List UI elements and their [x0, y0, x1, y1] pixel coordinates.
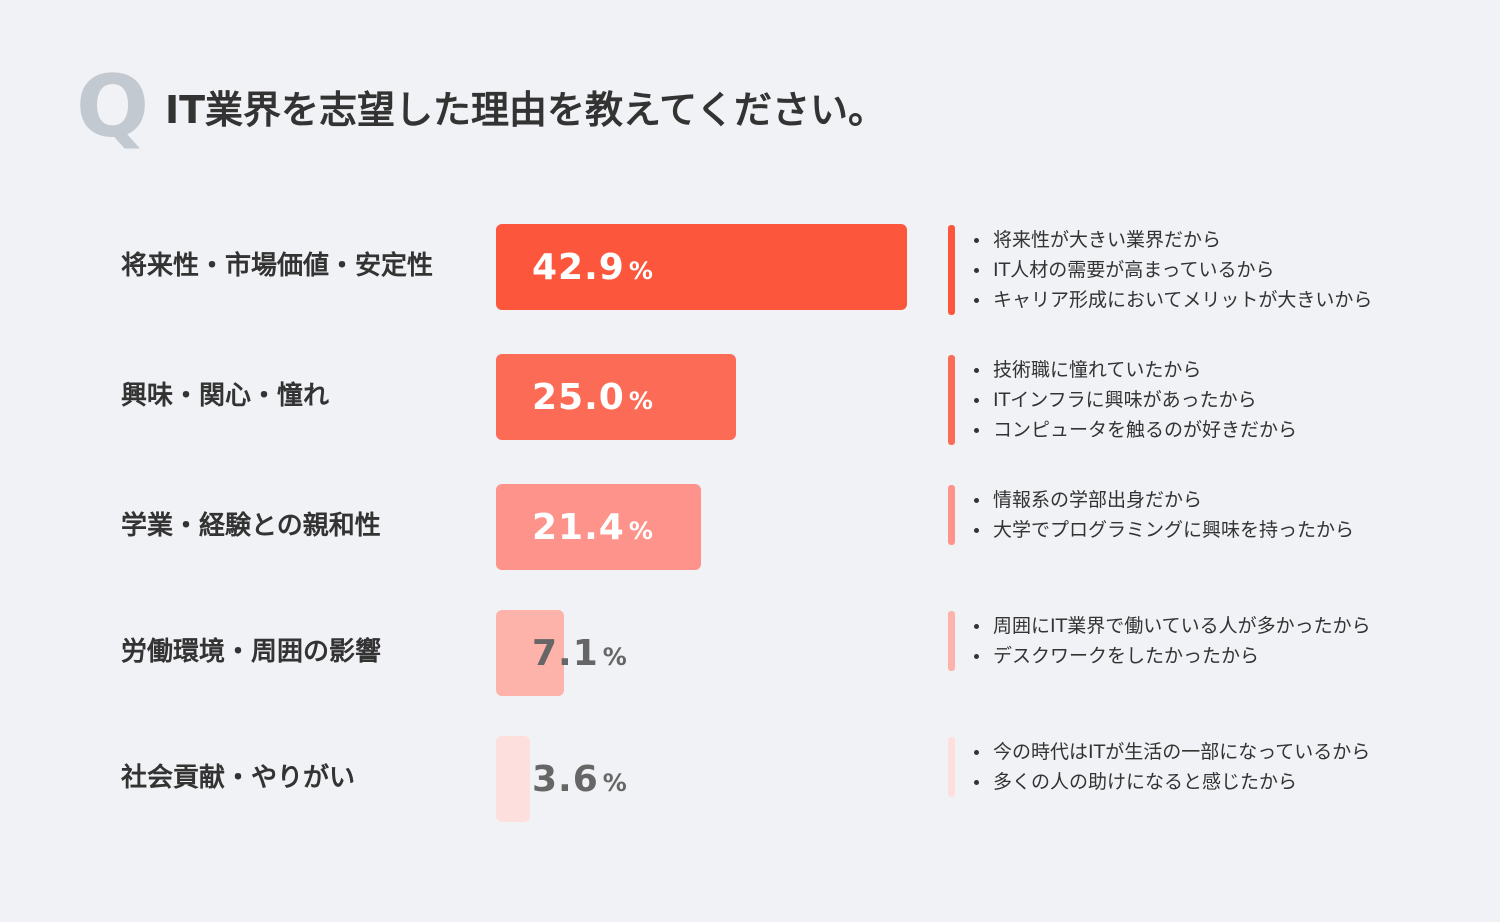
q-icon: Q [76, 57, 150, 157]
reason-text: 今の時代はITが生活の一部になっているから [993, 741, 1371, 763]
reason-item: コンピュータを触るのが好きだから [974, 415, 1297, 445]
reason-item: ITインフラに興味があったから [974, 385, 1297, 415]
bar [496, 736, 530, 822]
bullet-icon [974, 653, 979, 659]
reason-list: 今の時代はITが生活の一部になっているから 多くの人の助けになると感じたから [974, 737, 1370, 797]
bullet-icon [974, 297, 979, 303]
question-title: IT業界を志望した理由を教えてください。 [165, 88, 887, 132]
bullet-icon [974, 237, 979, 243]
reason-item: 周囲にIT業界で働いている人が多かったから [974, 611, 1371, 641]
value-unit: % [602, 643, 627, 671]
reason-list: 周囲にIT業界で働いている人が多かったから デスクワークをしたかったから [974, 611, 1371, 671]
value-label: 21.4% [532, 510, 653, 546]
value-label: 3.6% [532, 762, 627, 798]
category-label: 将来性・市場価値・安定性 [121, 251, 434, 281]
reason-text: 技術職に憧れていたから [993, 359, 1202, 381]
bar [496, 484, 701, 570]
reason-text: 情報系の学部出身だから [993, 489, 1203, 511]
reason-text: 多くの人の助けになると感じたから [993, 771, 1298, 793]
value-unit: % [628, 387, 653, 415]
value-number: 7.1 [532, 633, 599, 674]
value-label: 25.0% [532, 380, 653, 416]
reason-list: 情報系の学部出身だから大学でプログラミングに興味を持ったから [974, 485, 1354, 545]
value-number: 3.6 [532, 759, 599, 800]
category-label: 労働環境・周囲の影響 [121, 637, 382, 667]
bullet-icon [974, 497, 979, 503]
reason-item: キャリア形成においてメリットが大きいから [974, 285, 1372, 315]
accent-line [948, 225, 955, 315]
accent-line [948, 737, 955, 797]
bullet-icon [974, 527, 979, 533]
bar [496, 610, 564, 696]
accent-line [948, 485, 955, 545]
bullet-icon [974, 427, 979, 433]
bar [496, 224, 907, 310]
bullet-icon [974, 267, 979, 273]
value-unit: % [628, 517, 653, 545]
reason-list: 技術職に憧れていたから ITインフラに興味があったからコンピュータを触るのが好きだ… [974, 355, 1297, 445]
reason-text: 大学でプログラミングに興味を持ったから [993, 519, 1355, 541]
reason-item: 多くの人の助けになると感じたから [974, 767, 1370, 797]
reason-item: 今の時代はITが生活の一部になっているから [974, 737, 1370, 767]
value-unit: % [602, 769, 627, 797]
reason-text: 周囲にIT業界で働いている人が多かったから [993, 615, 1371, 637]
category-label: 社会貢献・やりがい [121, 763, 356, 793]
category-label: 興味・関心・憧れ [121, 381, 330, 411]
value-unit: % [628, 257, 653, 285]
value-number: 42.9 [532, 247, 625, 288]
value-number: 25.0 [532, 377, 625, 418]
reason-text: IT人材の需要が高まっているから [993, 259, 1275, 281]
bullet-icon [974, 367, 979, 373]
reason-text: キャリア形成においてメリットが大きいから [993, 289, 1373, 311]
reason-text: 将来性が大きい業界だから [993, 229, 1222, 251]
value-number: 21.4 [532, 507, 625, 548]
accent-line [948, 355, 955, 445]
reason-item: 情報系の学部出身だから [974, 485, 1354, 515]
reason-item: IT人材の需要が高まっているから [974, 255, 1372, 285]
reason-item: デスクワークをしたかったから [974, 641, 1371, 671]
bar [496, 354, 736, 440]
reason-text: コンピュータを触るのが好きだから [993, 419, 1298, 441]
reason-text: デスクワークをしたかったから [993, 645, 1260, 667]
value-label: 7.1% [532, 636, 627, 672]
reason-text: ITインフラに興味があったから [993, 389, 1257, 411]
reason-item: 将来性が大きい業界だから [974, 225, 1372, 255]
bullet-icon [974, 397, 979, 403]
value-label: 42.9% [532, 250, 653, 286]
reason-item: 大学でプログラミングに興味を持ったから [974, 515, 1354, 545]
bullet-icon [974, 749, 979, 755]
bullet-icon [974, 779, 979, 785]
reason-item: 技術職に憧れていたから [974, 355, 1297, 385]
reason-list: 将来性が大きい業界だから IT人材の需要が高まっているからキャリア形成においてメリ… [974, 225, 1372, 315]
bullet-icon [974, 623, 979, 629]
accent-line [948, 611, 955, 671]
category-label: 学業・経験との親和性 [121, 511, 381, 541]
